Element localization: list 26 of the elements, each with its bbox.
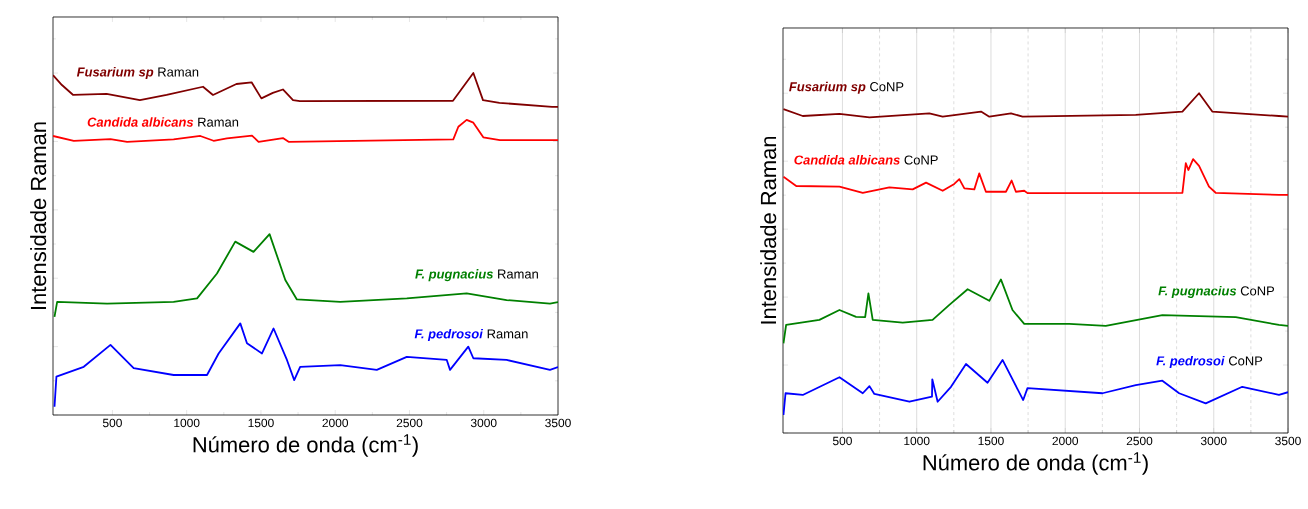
series-label: Candida albicans Raman [87,117,239,127]
x-tick-label: 1500 [248,418,274,428]
x-tick-label: 2000 [1052,436,1079,446]
x-tick-label: 1500 [978,436,1004,446]
x-tick-label: 1000 [174,418,200,428]
series-label: F. pugnacius Raman [415,269,538,282]
y-axis-title: Intensidade Raman [30,122,47,310]
x-tick-label: 3500 [1275,436,1301,446]
x-axis-title: Número de onda (cm$^{-1}$) [193,434,418,457]
x-tick-label: 3000 [1200,436,1227,446]
x-tick-label: 2000 [322,418,349,428]
series-label: Candida albicans CoNP [794,155,938,165]
x-tick-label: 3000 [470,418,497,428]
series-label: Fusarium sp CoNP [789,81,904,94]
series-label: F. pedrosoi CoNP [1156,355,1263,369]
x-tick-label: 2500 [1126,436,1153,446]
x-tick-label: 1000 [904,436,930,446]
x-tick-label: 3500 [545,418,571,428]
x-tick-label: 500 [102,418,122,428]
series-label: F. pugnacius CoNP [1158,285,1275,299]
x-axis-title: Número de onda (cm$^{-1}$) [923,452,1148,475]
y-axis-title: Intensidade Raman [760,136,777,324]
x-tick-label: 2500 [396,418,423,428]
series-label: Fusarium sp Raman [76,67,199,80]
x-tick-label: 500 [832,436,852,446]
series-label: F. pedrosoi Raman [414,328,528,342]
